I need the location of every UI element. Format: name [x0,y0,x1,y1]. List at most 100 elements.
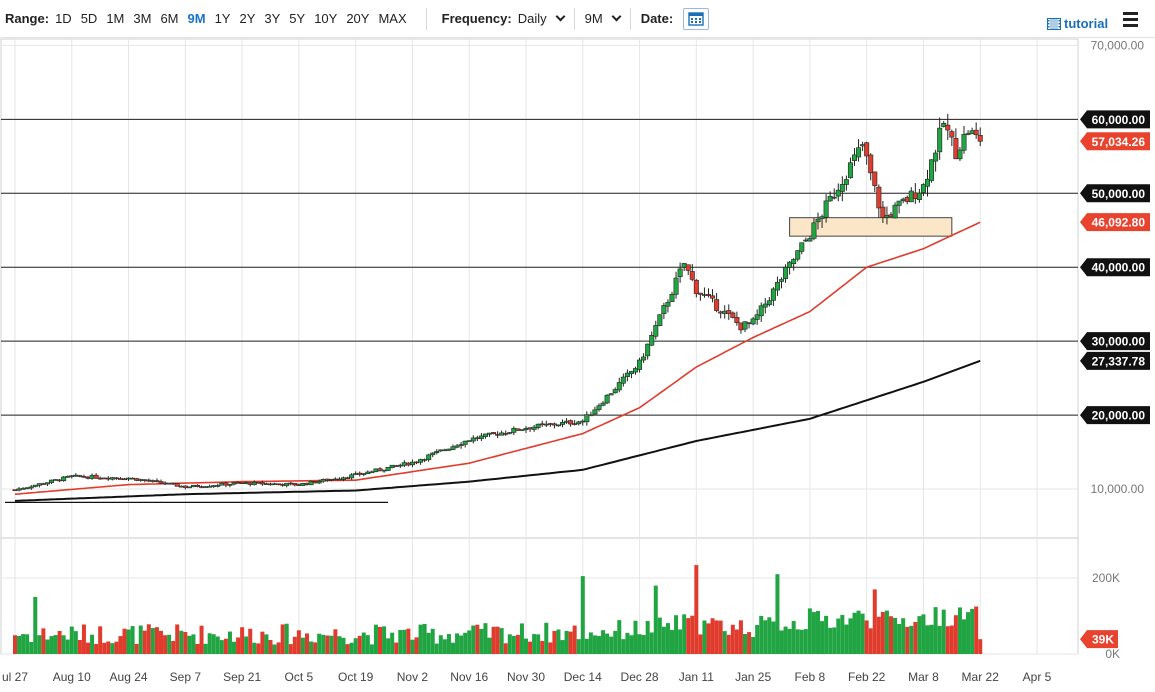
candle-body [949,131,955,138]
candle-body [503,433,509,435]
volume-bar [690,615,695,654]
candle-body [154,480,160,482]
range-3y[interactable]: 3Y [264,11,281,26]
candle-body [227,484,233,486]
candle-body [462,440,468,445]
volume-bar [856,610,861,654]
range-2y[interactable]: 2Y [239,11,256,26]
volume-bar [102,642,107,654]
period-dropdown[interactable]: 9M [585,11,622,26]
toolbar: Range: 1D 5D 1M 3M 6M 9M 1Y 2Y 3Y 5Y 10Y 20Y MAX Fre… [0,0,1155,38]
candle-body [434,450,440,453]
volume-bar [949,625,954,654]
range-6m[interactable]: 6M [160,11,179,26]
candle-body [600,402,606,406]
volume-bar [913,622,918,654]
candle-body [908,190,914,203]
volume-bar [698,634,703,654]
candle-body [714,299,720,311]
candle-body [113,477,119,480]
range-max[interactable]: MAX [378,11,407,26]
volume-bar [820,621,825,654]
candle-body [235,482,241,484]
volume-bar [349,642,354,654]
range-10y[interactable]: 10Y [314,11,338,26]
candle-body [649,334,655,346]
hamburger-menu-icon[interactable] [1123,12,1138,30]
candle-body [247,482,253,485]
volume-bar [536,634,541,654]
range-5y[interactable]: 5Y [289,11,306,26]
volume-bar [755,625,760,654]
candle-body [146,479,152,482]
candle-body [843,179,849,185]
volume-bar [763,620,768,654]
volume-bar [280,624,285,654]
candle-body [304,483,310,485]
range-9m[interactable]: 9M [187,11,206,26]
frequency-dropdown[interactable]: Daily [518,11,566,26]
volume-bar [467,630,472,654]
candle-body [681,263,687,268]
candle-body [450,446,456,450]
calendar-button[interactable] [683,7,710,30]
candle-body [77,475,83,477]
candle-body [746,322,752,324]
volume-bar [325,635,330,654]
range-20y[interactable]: 20Y [346,11,370,26]
candle-body [584,414,590,423]
candle-body [920,184,926,193]
volume-bar [21,634,26,654]
volume-tick-label: 0K [1105,647,1120,661]
candle-body [924,178,930,187]
volume-bar [219,640,224,654]
volume-bar [978,639,983,654]
volume-bar [288,644,293,654]
range-selector: 1D 5D 1M 3M 6M 9M 1Y 2Y 3Y 5Y 10Y 20Y MAX [55,11,416,26]
candle-body [324,478,330,481]
volume-bar [852,612,857,654]
price-tag-label: 57,034.26 [1092,135,1146,149]
tutorial-link[interactable]: tutorial [1047,16,1108,31]
candle-body [896,200,902,206]
candle-body [722,310,728,314]
range-1m[interactable]: 1M [106,11,125,26]
range-3m[interactable]: 3M [133,11,152,26]
volume-bar [791,621,796,654]
range-5d[interactable]: 5D [80,11,98,26]
range-1y[interactable]: 1Y [214,11,231,26]
candle-body [263,483,269,485]
candle-body [645,343,651,357]
volume-bar [337,636,342,654]
volume-bar [37,635,42,654]
candle-body [632,368,638,373]
volume-bar [292,636,297,654]
candle-body [332,478,338,481]
candle-body [89,475,95,479]
volume-bar [864,620,869,654]
candle-body [57,479,63,482]
candle-body [61,476,67,482]
volume-bar [560,640,565,654]
volume-bar [524,638,528,654]
candle-body [738,322,744,331]
candle-body [916,192,922,201]
price-tag-box [1080,351,1150,370]
volume-bar [759,615,764,654]
candle-body [272,483,278,486]
volume-bar [252,642,257,654]
range-1d[interactable]: 1D [55,11,72,26]
volume-bar [519,623,524,654]
x-tick-label: Jan 11 [679,670,714,684]
volume-bar [187,635,192,654]
candle-body [130,477,136,480]
volume-bar [957,607,962,654]
volume-bar [511,635,516,654]
volume-bar [264,634,269,654]
candle-body [568,420,574,425]
volume-bar [81,624,86,654]
volume-bar [86,642,90,654]
plot-frame [0,38,1079,655]
volume-bar [710,618,715,654]
x-tick-label: Oct 5 [285,670,314,684]
